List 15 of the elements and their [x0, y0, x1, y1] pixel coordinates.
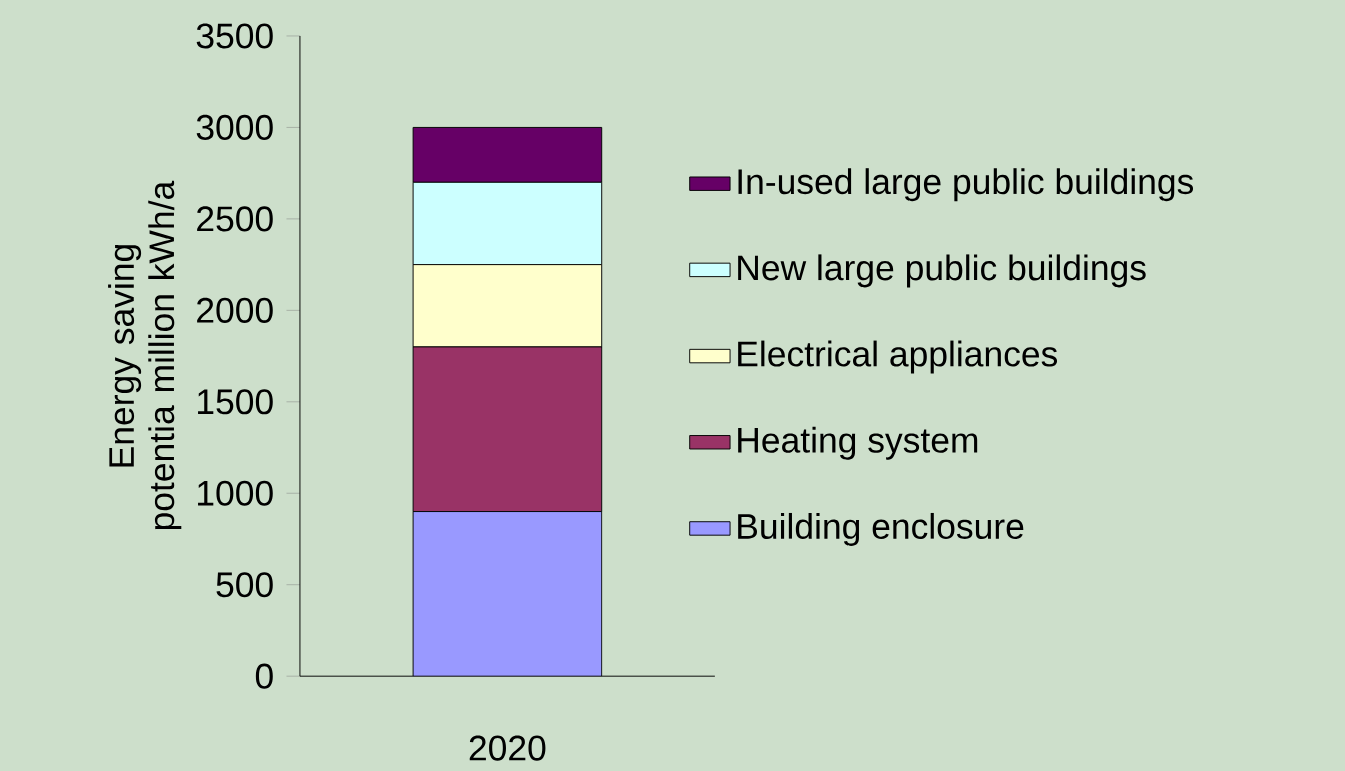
- y-axis-title: Energy saving potentia million kWh/a: [108, 180, 182, 530]
- y-tick-label: 1500: [198, 389, 273, 415]
- y-tick-label: 1000: [198, 480, 273, 506]
- y-tick-label: 3500: [196, 23, 273, 49]
- legend-label: Heating system: [738, 426, 978, 460]
- legend-label: In-used large public buildings: [738, 168, 1194, 202]
- y-tick-label: 2000: [197, 297, 273, 323]
- legend-label: Building enclosure: [738, 512, 1024, 546]
- x-tick-label: 2020: [469, 735, 546, 761]
- y-tick-label: 500: [216, 572, 273, 598]
- y-tick-label: 3000: [196, 114, 273, 140]
- y-tick-label: 0: [255, 663, 273, 689]
- legend-label: Electrical appliances: [738, 340, 1058, 374]
- y-tick-label: 2500: [197, 206, 273, 232]
- legend-label: New large public buildings: [738, 254, 1146, 288]
